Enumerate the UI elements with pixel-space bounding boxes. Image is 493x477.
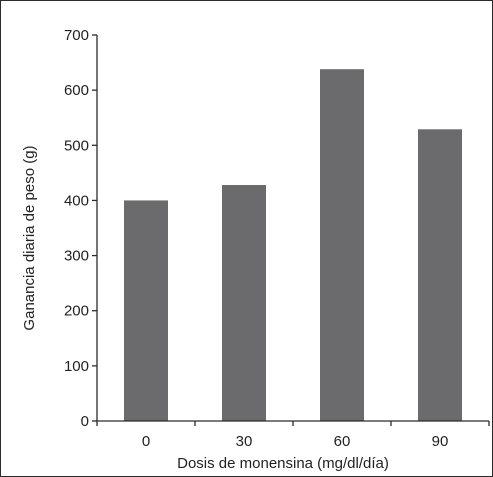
x-tick-label: 0 [142,433,150,450]
x-axis: 0 30 60 90 [96,420,490,450]
bars-group [124,69,462,421]
y-tick-label: 0 [81,413,89,430]
y-tick-label: 700 [64,27,89,44]
y-tick-label: 500 [64,137,89,154]
x-tick-label: 30 [236,433,253,450]
y-tick-label: 400 [64,192,89,209]
y-tick-label: 200 [64,303,89,320]
y-tick-label: 600 [64,82,89,99]
y-axis: 0 100 200 300 400 500 600 700 [64,27,98,430]
y-tick-label: 300 [64,248,89,265]
x-axis-title: Dosis de monensina (mg/dl/día) [177,455,389,472]
bar-90 [418,129,462,421]
y-tick-label: 100 [64,358,89,375]
bar-0 [124,200,168,421]
x-tick-label: 90 [432,433,449,450]
x-tick-label: 60 [334,433,351,450]
y-axis-title: Ganancia diaria de peso (g) [21,145,38,330]
bar-60 [320,69,364,421]
bar-30 [222,184,266,421]
